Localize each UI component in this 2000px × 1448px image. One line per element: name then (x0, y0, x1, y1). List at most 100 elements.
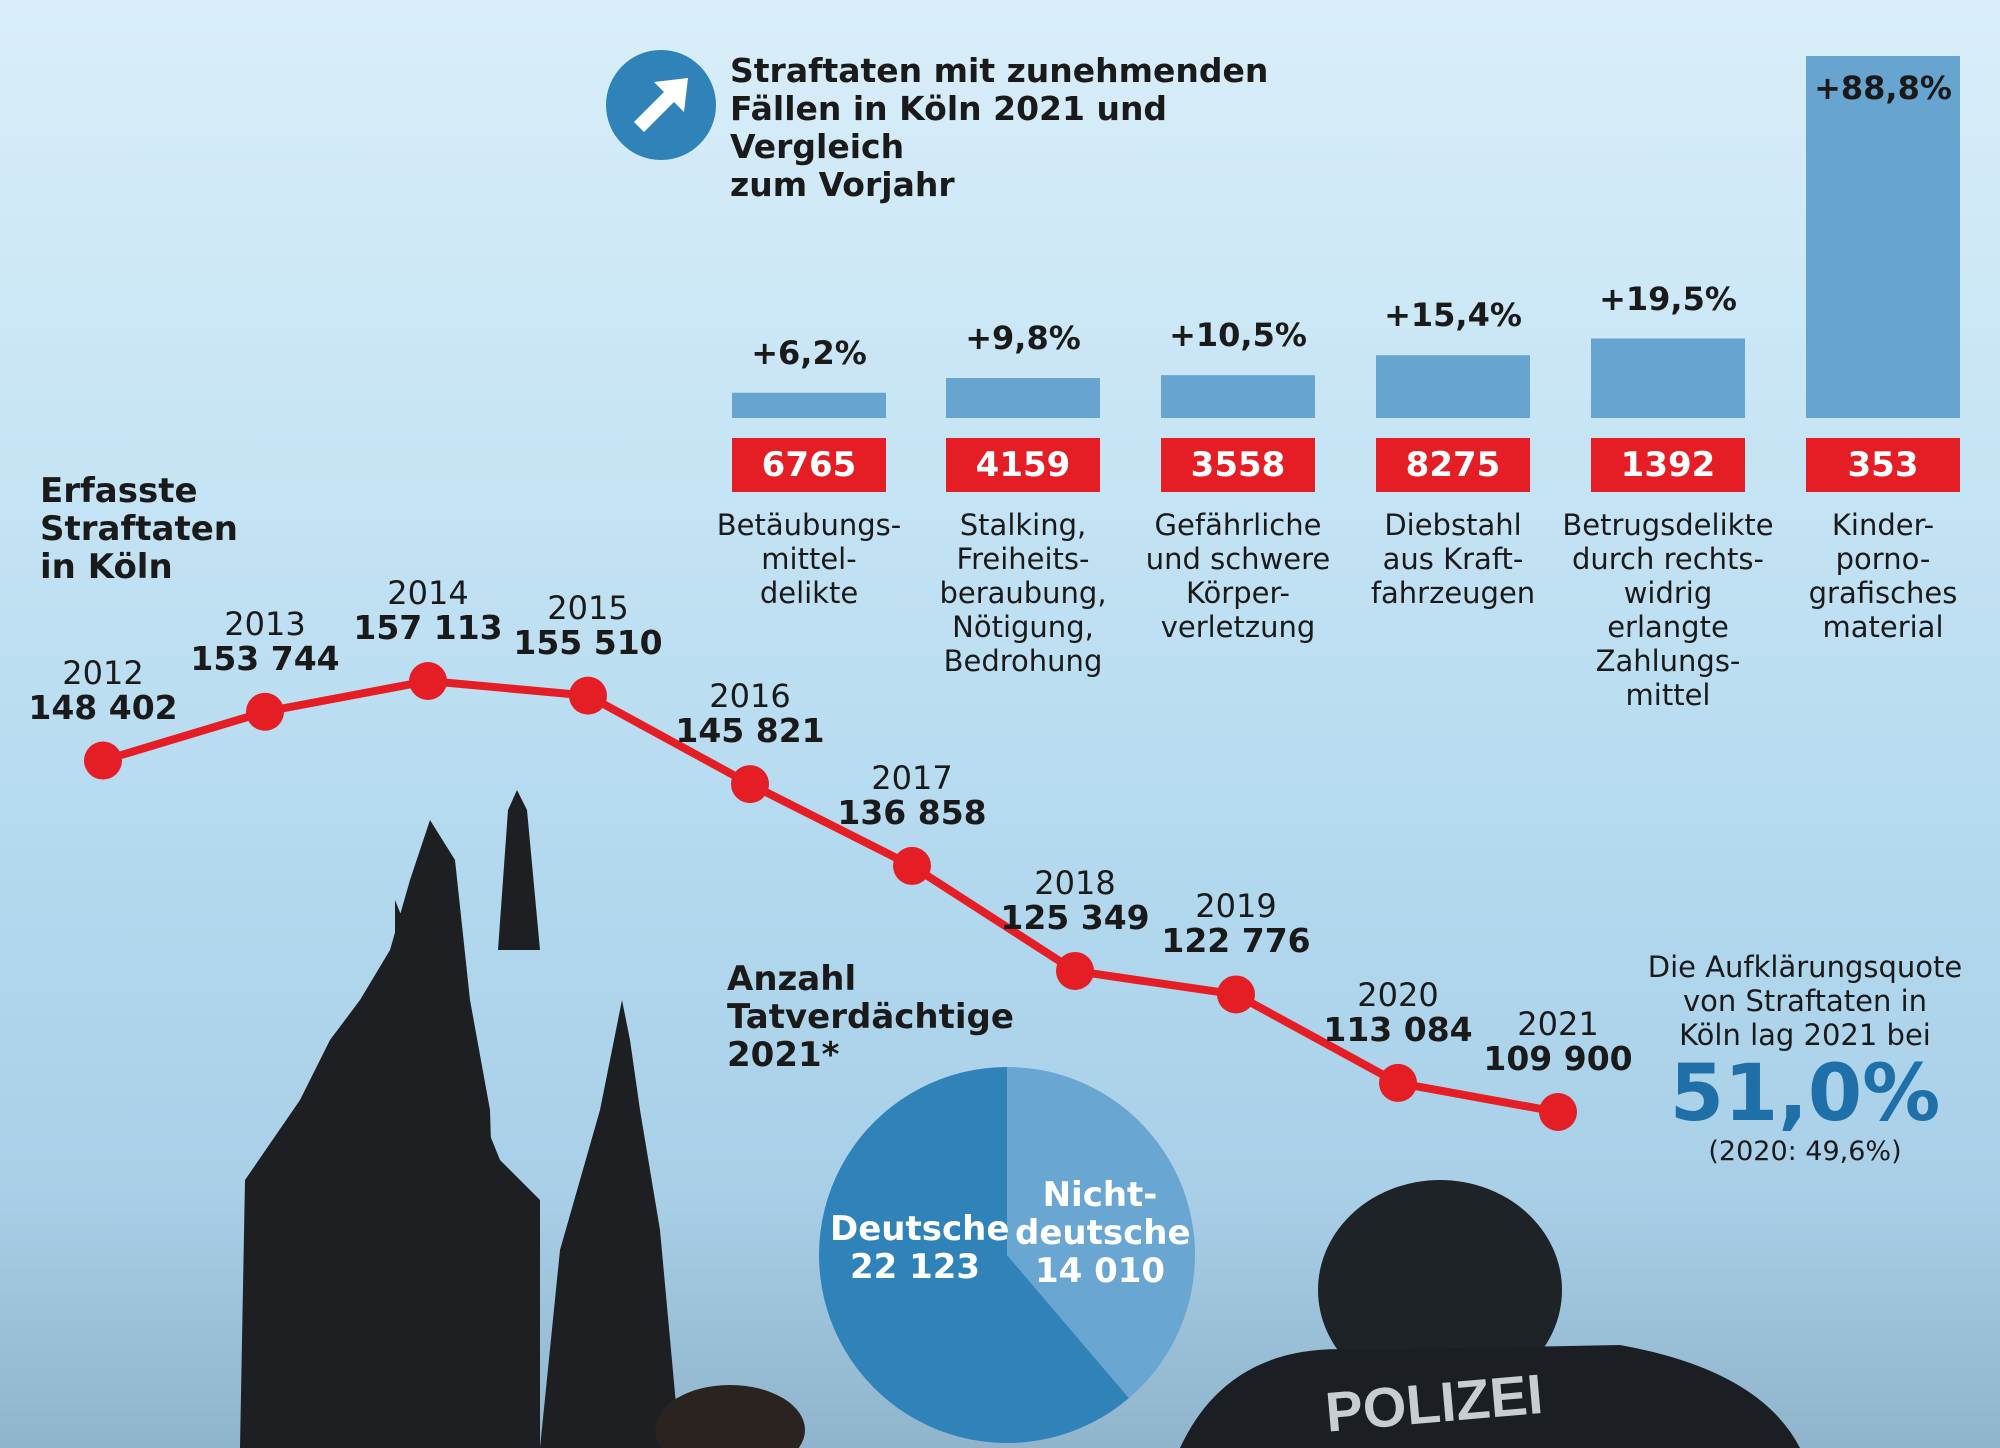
clearance-rate-block: Die Aufklärungsquote von Straftaten in K… (1630, 950, 1980, 1168)
line-point (569, 676, 607, 715)
bar (946, 378, 1100, 418)
line-point-label: 2018 125 349 (965, 866, 1185, 936)
pie-label-nichtdeutsche: Nicht- deutsche 14 010 (1015, 1175, 1191, 1291)
bar-category-line: Betrugsdelikte (1562, 508, 1774, 542)
line-point-value: 157 113 (353, 608, 503, 647)
bar-count-box: 4159 (946, 438, 1100, 492)
bar-chart-title-line: zum Vorjahr (730, 165, 955, 204)
line-point-year: 2017 (871, 758, 953, 797)
bar-value-label: +15,4% (1384, 296, 1522, 335)
bar-category-label: Betrugsdelikte durch rechts-widrig erlang… (1561, 508, 1775, 712)
line-series (101, 677, 1559, 1116)
line-point-value: 122 776 (1161, 921, 1311, 961)
line-point-value: 155 510 (513, 622, 663, 662)
pie-label-line: Nicht- (1042, 1175, 1158, 1215)
line-point (84, 741, 122, 780)
bar-category-line: Stalking, (959, 508, 1087, 542)
bar-category-label: Kinder-porno-grafisches material (1776, 508, 1990, 644)
arrow-up-right-icon (606, 50, 716, 160)
pie-label-deutsche: Deutsche 22 123 (830, 1209, 1010, 1287)
line-point-year: 2018 (1034, 863, 1116, 902)
clearance-rate-value: 51,0% (1669, 1049, 1941, 1139)
bar-count-box: 8275 (1376, 438, 1530, 492)
bar-category-line: Betäubungs- (716, 508, 902, 542)
bar-category-line: Bedrohung (943, 644, 1103, 678)
line-point-label: 2014 157 113 (318, 576, 538, 646)
bar-category-line: aus Kraft- (1382, 542, 1524, 576)
bar-category-line: Zahlungs- (1595, 644, 1741, 678)
line-chart-title: Erfasste Straftaten in Köln (40, 472, 300, 586)
pie-slice (818, 1067, 1129, 1444)
bar-value-label: +19,5% (1599, 279, 1737, 318)
clearance-rate-text-line: von Straftaten in (1682, 984, 1928, 1018)
line-point-label: 2017 136 858 (802, 761, 1022, 831)
bar-count-box: 6765 (732, 438, 886, 492)
bar-category-line: porno- (1835, 542, 1931, 576)
person-head-silhouette (655, 1385, 805, 1448)
line-point-label: 2012 148 402 (0, 656, 213, 726)
bar-category-line: Freiheits- (956, 542, 1090, 576)
bar-value-label: +10,5% (1169, 316, 1307, 355)
line-point-label: 2016 145 821 (640, 679, 860, 749)
bar-category-line: delikte (759, 576, 859, 610)
bar-value-label: +9,8% (965, 319, 1081, 358)
line-point-value: 148 402 (28, 687, 178, 727)
line-point-label: 2019 122 776 (1126, 889, 1346, 959)
line-point-year: 2016 (709, 677, 791, 716)
bar-category-line: Körper- (1185, 576, 1291, 610)
line-point (246, 692, 284, 731)
bar (1161, 375, 1315, 418)
bar-category-label: Betäubungs-mittel-delikte (702, 508, 916, 610)
line-point-year: 2021 (1517, 1005, 1599, 1043)
bar-category-line: mittel- (761, 542, 857, 576)
bar-category-line: Gefährliche (1154, 508, 1322, 542)
bar-category-line: und schwere (1145, 542, 1331, 576)
line-point-label: 2021 109 900 (1448, 1007, 1668, 1077)
pie-chart-title-line: 2021* (727, 1035, 840, 1075)
bar-category-line: grafisches (1808, 576, 1958, 610)
line-point-year: 2019 (1195, 887, 1277, 926)
bar-category-label: Diebstahl aus Kraft-fahrzeugen (1346, 508, 1560, 610)
bar-value-label: +6,2% (751, 333, 867, 372)
bar (1376, 355, 1530, 418)
bar-count-box: 1392 (1591, 438, 1745, 492)
pie-chart-title-line: Tatverdächtige (727, 997, 1014, 1037)
clearance-rate-previous: (2020: 49,6%) (1708, 1136, 1902, 1167)
line-chart-title-line: Straftaten (40, 509, 238, 549)
police-officer-silhouette: POLIZEI (1180, 1180, 1800, 1448)
bar-category-line: Kinder- (1831, 508, 1935, 542)
line-point-value: 153 744 (190, 638, 340, 678)
line-point-value: 109 900 (1483, 1039, 1633, 1078)
bar-category-line: durch rechts- (1571, 542, 1764, 576)
line-point-year: 2020 (1357, 975, 1439, 1014)
pie-label-line: Deutsche (830, 1209, 1010, 1249)
bar-category-line: fahrzeugen (1370, 576, 1536, 610)
bar (1591, 338, 1745, 418)
bar-category-line: Diebstahl (1384, 508, 1522, 542)
line-chart-title-line: in Köln (40, 547, 173, 587)
line-point-value: 145 821 (675, 711, 825, 751)
bar-category-line: beraubung, (939, 576, 1107, 610)
line-point-label: 2013 153 744 (155, 607, 375, 677)
pie-label-line: 22 123 (849, 1247, 981, 1287)
bar-count-box: 3558 (1161, 438, 1315, 492)
bar-chart-title: Straftaten mit zunehmenden Fällen in Köl… (730, 52, 1350, 204)
pie-label-line: 14 010 (1034, 1251, 1166, 1291)
bar-chart-title-line: Fällen in Köln 2021 und Vergleich (730, 89, 1168, 166)
cathedral-silhouette (240, 790, 680, 1448)
pie-label-line: deutsche (1015, 1213, 1191, 1253)
bar-category-label: Gefährliche und schwere Körper-verletzung (1131, 508, 1345, 644)
line-point (409, 662, 447, 700)
line-point (1379, 1063, 1417, 1102)
pie-chart-title-line: Anzahl (727, 959, 857, 999)
line-point (1217, 975, 1255, 1014)
line-point-value: 125 349 (1000, 897, 1150, 937)
bar-chart-title-line: Straftaten mit zunehmenden (730, 51, 1269, 90)
line-point-label: 2015 155 510 (478, 591, 698, 661)
bar (1806, 56, 1960, 418)
line-point-value: 113 084 (1323, 1009, 1473, 1049)
bar-count-box: 353 (1806, 438, 1960, 492)
bar-category-line: widrig erlangte (1607, 576, 1729, 644)
bar-category-line: Nötigung, (952, 610, 1094, 644)
clearance-rate-text-line: Köln lag 2021 bei (1679, 1018, 1931, 1052)
